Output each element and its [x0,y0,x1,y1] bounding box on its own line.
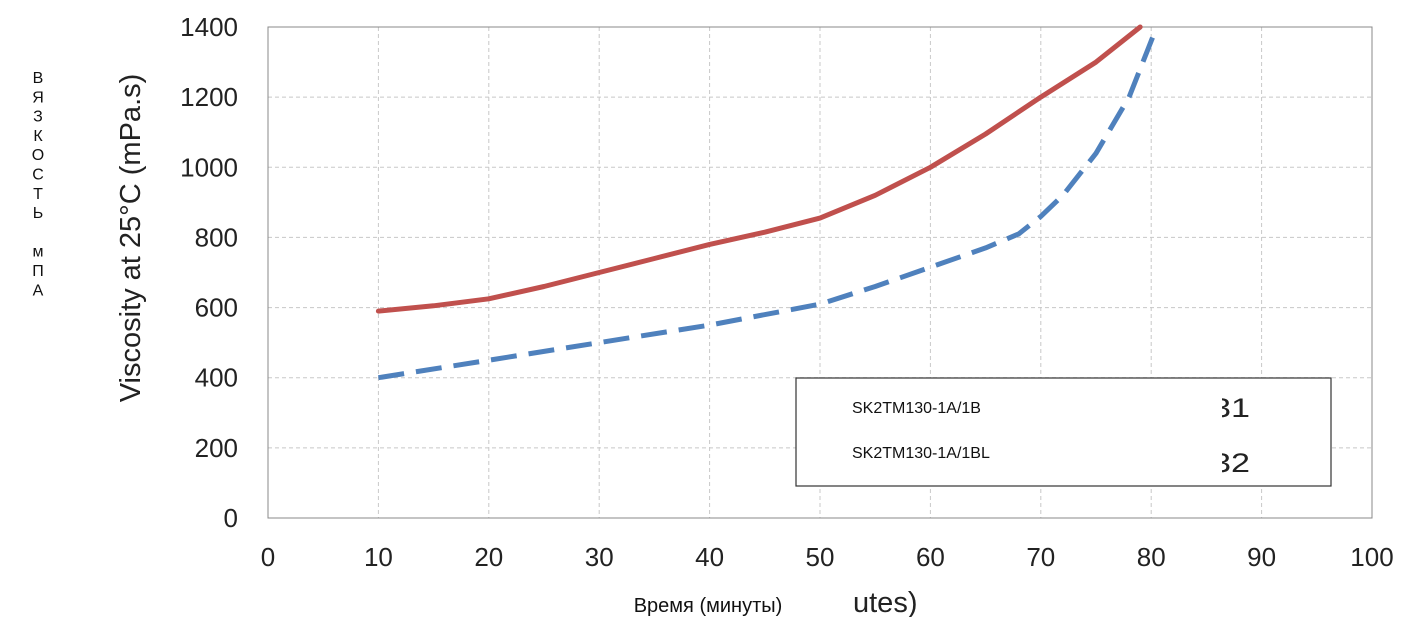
series-line-2 [378,26,1160,381]
x-tick-label: 0 [261,542,275,572]
legend-entry-2-label: SK2TM130-1A/1BL [852,445,990,462]
y-tick-label: 1400 [180,12,238,42]
y-axis-overlay-letter: Я [32,89,44,106]
x-tick-label: 70 [1026,542,1055,572]
x-axis-title-fragment: utes) [853,587,917,617]
y-axis-overlay-letter: С [32,167,44,184]
y-tick-label: 400 [195,363,238,393]
legend: SK2TM130-1A/1B 031 SK2TM130-1A/1BL 032 [795,377,1332,487]
legend-box [795,377,1332,487]
y-axis-overlay-letter: В [33,70,44,87]
legend-entry-1-label: SK2TM130-1A/1B [852,400,981,417]
x-tick-label: 50 [806,542,835,572]
y-axis-overlay-letter: П [32,263,44,280]
y-axis-overlay-letter: А [33,282,44,299]
y-tick-label: 600 [195,293,238,323]
x-tick-label: 90 [1247,542,1276,572]
x-tick-label: 80 [1137,542,1166,572]
y-axis-overlay-letter: К [33,128,43,145]
series-line-1 [375,24,1143,314]
legend-code-mask [1186,386,1222,481]
x-tick-label: 30 [585,542,614,572]
y-axis-overlay-letter: О [32,147,44,164]
series-layer [375,24,1160,381]
plot-frame [267,26,1373,519]
y-axis-overlay-letter: З [33,109,43,126]
y-axis-overlay-letter: Ь [33,205,44,222]
y-axis-overlay-letter: м [33,244,44,261]
x-tick-label: 100 [1350,542,1393,572]
x-tick-label: 20 [474,542,503,572]
y-tick-label: 1000 [180,152,238,182]
y-tick-label: 800 [195,222,238,252]
tick-labels: 0 10 20 30 40 50 60 70 80 90 100020040060080010001… [180,12,1394,572]
x-axis-title-overlay: Время (минуты) [634,595,783,617]
y-tick-label: 0 [224,503,238,533]
x-tick-label: 40 [695,542,724,572]
x-tick-label: 10 [364,542,393,572]
y-axis-title: Viscosity at 25°C (mPa.s) [115,74,147,403]
y-tick-label: 200 [195,433,238,463]
y-tick-label: 1200 [180,82,238,112]
x-tick-label: 60 [916,542,945,572]
y-axis-overlay-letter: Т [33,186,43,203]
